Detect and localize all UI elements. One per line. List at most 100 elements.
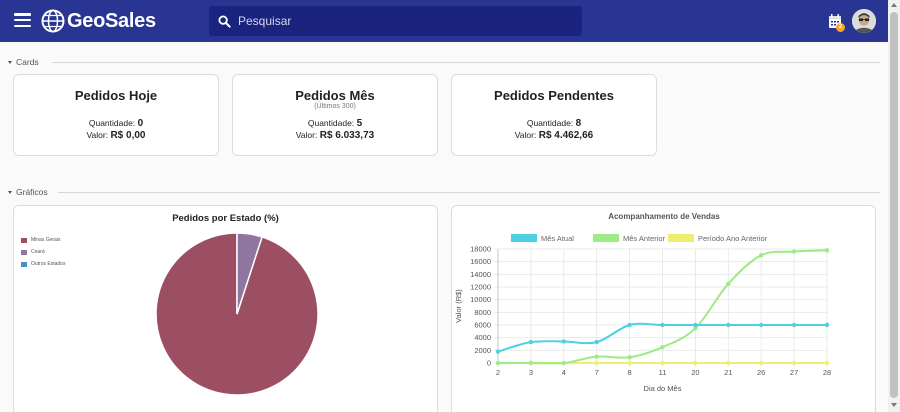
calendar-button[interactable]: 2	[826, 12, 846, 34]
data-point	[693, 322, 698, 328]
pie-chart-panel: Pedidos por Estado (%) Minas Gerais Ceará…	[13, 205, 438, 412]
app-logo[interactable]: GeoSales	[41, 8, 156, 34]
x-tick-label: 11	[659, 368, 667, 377]
data-point	[660, 360, 665, 366]
data-point	[693, 360, 698, 366]
y-tick-label: 4000	[474, 333, 491, 342]
app-name: GeoSales	[67, 9, 156, 32]
y-tick-label: 12000	[470, 283, 491, 292]
data-point	[627, 360, 632, 366]
y-tick-label: 6000	[474, 321, 491, 330]
legend-label: Minas Gerais	[31, 237, 61, 243]
pie-slice	[236, 232, 263, 315]
data-point	[791, 249, 797, 254]
x-tick-label: 27	[790, 368, 798, 377]
data-point	[594, 354, 599, 359]
card-pedidos-hoje[interactable]: Pedidos Hoje Quantidade: 0 Valor: R$ 0,0…	[13, 74, 219, 156]
pie-chart-title: Pedidos por Estado (%)	[172, 213, 279, 224]
avatar[interactable]	[852, 9, 876, 33]
user-photo-icon	[852, 9, 876, 33]
y-tick-label: 16000	[470, 257, 491, 266]
data-point	[528, 360, 534, 366]
data-point	[759, 322, 764, 328]
card-subtitle: (Últimos 300)	[314, 103, 356, 110]
legend-swatch	[21, 261, 27, 267]
x-tick-label: 7	[595, 368, 599, 377]
menu-icon[interactable]	[14, 13, 31, 28]
y-tick-label: 10000	[470, 295, 491, 304]
card-title: Pedidos Mês	[295, 88, 375, 103]
legend-label: Ceará	[31, 249, 45, 255]
data-point	[594, 360, 599, 366]
data-point	[528, 339, 534, 345]
caret-down-icon	[8, 60, 12, 64]
data-point	[495, 360, 501, 366]
scroll-up-arrow-icon[interactable]	[891, 3, 897, 7]
data-point	[726, 322, 731, 328]
data-point	[627, 355, 632, 360]
line-chart: Acompanhamento de Vendas Mês Atual Mês Ant…	[454, 212, 831, 393]
data-point	[824, 360, 830, 366]
data-point	[495, 349, 501, 354]
card-title: Pedidos Pendentes	[494, 88, 614, 103]
search-icon	[218, 14, 231, 28]
legend-swatch	[21, 237, 27, 243]
y-tick-label: 2000	[474, 346, 491, 355]
card-pedidos-mes[interactable]: Pedidos Mês (Últimos 300) Quantidade: 5 …	[232, 74, 438, 156]
search-input[interactable]	[238, 14, 568, 28]
x-axis-label: Dia do Mês	[644, 384, 682, 393]
cards-section-label: Cards	[16, 57, 39, 67]
card-value: Valor: R$ 6.033,73	[295, 130, 375, 141]
y-axis-label: Valor (R$)	[454, 289, 463, 323]
card-value: Valor: R$ 4.462,66	[514, 130, 594, 141]
card-quantity: Quantidade: 5	[307, 118, 363, 129]
charts-section-toggle[interactable]: Gráficos	[8, 186, 48, 198]
y-tick-label: 8000	[474, 308, 491, 317]
pie-chart	[155, 232, 319, 396]
x-tick-label: 2	[496, 368, 500, 377]
legend-label: Período Ano Anterior	[698, 234, 768, 243]
caret-down-icon	[8, 190, 12, 194]
charts-section-label: Gráficos	[16, 187, 48, 197]
pie-legend-item[interactable]: Ceará	[21, 249, 45, 255]
data-point	[791, 360, 797, 366]
legend-swatch	[21, 249, 27, 255]
scroll-thumb[interactable]	[890, 12, 898, 398]
card-value: Valor: R$ 0,00	[86, 130, 146, 141]
scroll-down-arrow-icon[interactable]	[891, 403, 897, 407]
section-divider	[58, 192, 880, 193]
data-point	[759, 253, 764, 258]
legend-label: Mês Anterior	[623, 234, 666, 243]
data-point	[693, 325, 698, 331]
legend-swatch	[668, 234, 694, 242]
x-tick-label: 28	[823, 368, 831, 377]
search-bar[interactable]	[209, 6, 582, 36]
y-tick-label: 14000	[470, 270, 491, 279]
card-pedidos-pendentes[interactable]: Pedidos Pendentes Quantidade: 8 Valor: R…	[451, 74, 657, 156]
vertical-scrollbar[interactable]	[888, 0, 900, 412]
card-title: Pedidos Hoje	[74, 88, 158, 103]
data-point	[561, 339, 566, 344]
x-tick-label: 4	[562, 368, 566, 377]
legend-label: Outros Estados	[31, 261, 66, 267]
data-point	[660, 344, 665, 350]
data-point	[824, 322, 830, 328]
x-tick-label: 26	[757, 368, 765, 377]
data-point	[824, 248, 830, 253]
card-quantity: Quantidade: 8	[526, 118, 582, 129]
legend-swatch	[511, 234, 537, 242]
data-point	[561, 360, 566, 366]
data-point	[726, 360, 731, 366]
data-point	[759, 360, 764, 366]
data-point	[660, 322, 665, 328]
cards-section-toggle[interactable]: Cards	[8, 56, 39, 68]
pie-legend-item[interactable]: Minas Gerais	[21, 237, 60, 243]
legend-swatch	[593, 234, 619, 242]
globe-logo-icon	[41, 9, 65, 33]
x-tick-label: 21	[724, 368, 732, 377]
data-point	[594, 339, 599, 345]
line-chart-title: Acompanhamento de Vendas	[608, 212, 720, 221]
pie-legend-item[interactable]: Outros Estados	[21, 261, 65, 267]
x-tick-label: 20	[691, 368, 699, 377]
notification-badge: 2	[836, 23, 845, 32]
